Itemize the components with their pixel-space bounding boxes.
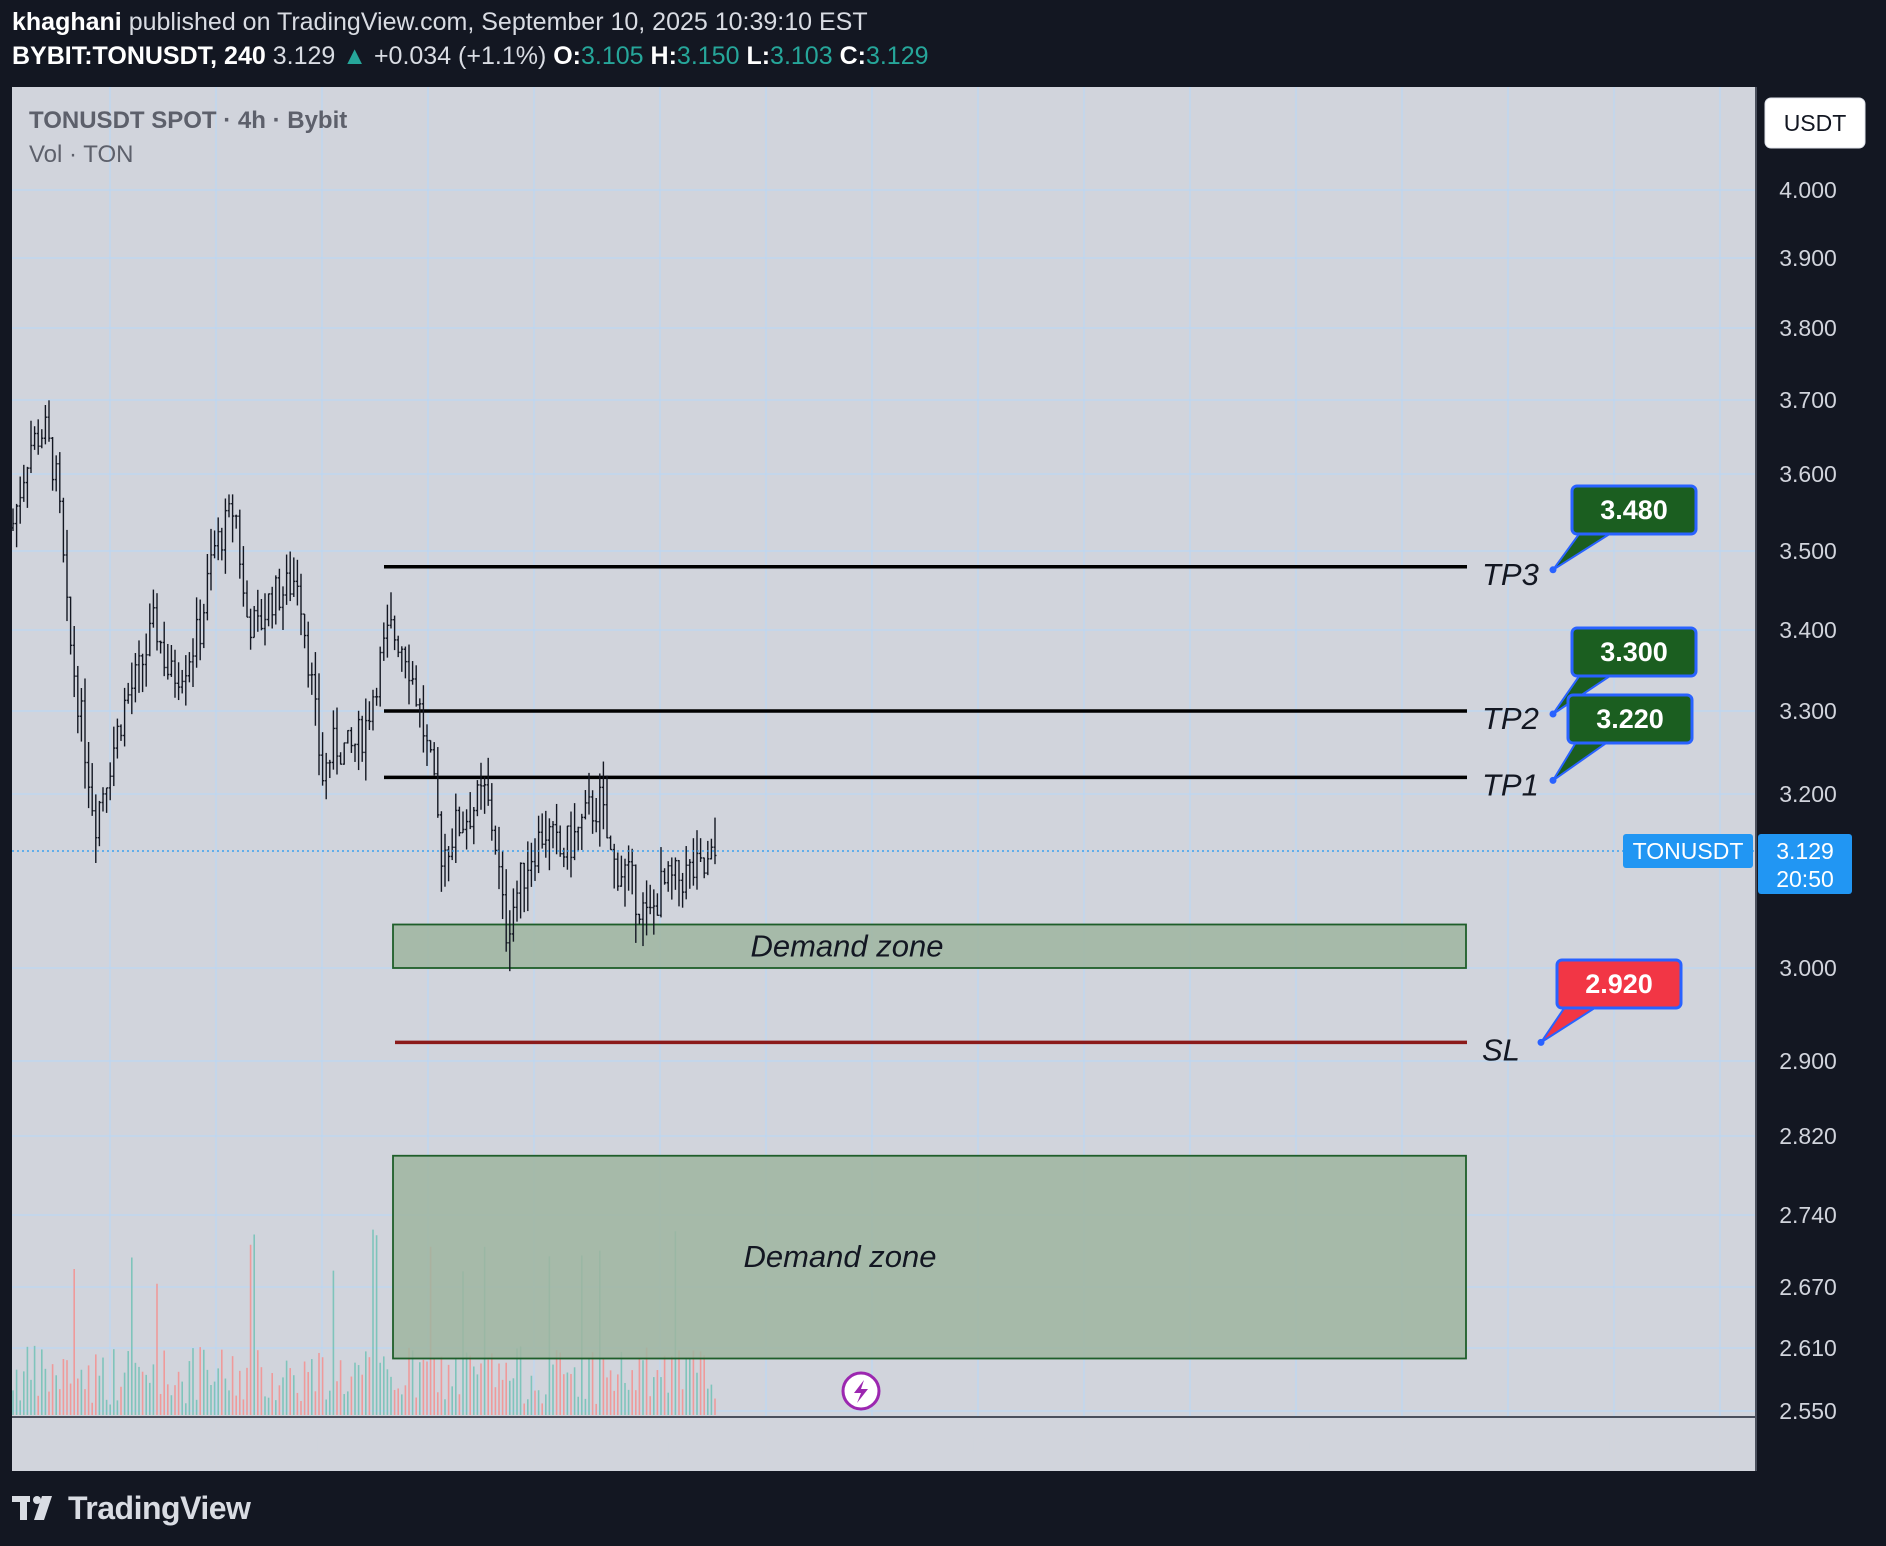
candles [11,400,717,972]
legend-volume: Vol · TON [29,141,133,168]
price-callout-label: 2.920 [1585,969,1653,999]
level-name-tp1: TP1 [1482,767,1539,802]
ohlc-bar: BYBIT:TONUSDT, 240 3.129 ▲ +0.034 (+1.1%… [12,42,929,71]
price-callout-box [1570,484,1698,536]
time-tick-label: 16 [1601,1432,1627,1458]
time-tick-label: 21 [415,1432,441,1458]
price-tag-symbol: TONUSDT [1633,838,1744,864]
high-value: 3.150 [676,42,740,70]
lightning-icon[interactable] [841,1371,881,1411]
price-tick-label: 2.550 [1779,1398,1837,1424]
price-callout-label: 3.480 [1600,495,1668,525]
symbol-interval: BYBIT:TONUSDT, 240 [12,42,266,70]
time-tick-label: 11 [1496,1432,1520,1458]
last-price: 3.129 [272,42,336,70]
price-tick-label: 3.700 [1779,387,1837,413]
callout-anchor [1537,1038,1545,1046]
price-tag-price: 3.129 [1776,838,1834,864]
trade-levels: TP3 3.480 TP2 3.300 TP1 3.220 SL 2.920 [384,484,1698,1067]
high-label: H: [650,42,677,70]
time-tick-label: 16 [965,1432,991,1458]
level-name-tp2: TP2 [1482,701,1539,736]
demand-zone-label: Demand zone [750,928,943,963]
callout-anchor [1549,710,1557,718]
price-tick-label: 3.500 [1779,538,1837,564]
price-tick-label: 3.900 [1779,245,1837,271]
price-tick-label: 4.000 [1779,177,1837,203]
publish-text: published on TradingView.com, September … [128,8,868,36]
price-tick-label: 3.600 [1779,461,1837,487]
price-tick-label: 3.000 [1779,955,1837,981]
price-tick-label: 3.800 [1779,315,1837,341]
time-tick-label: 21 [1707,1432,1733,1458]
callout-anchor [1549,776,1557,784]
legend-title: TONUSDT SPOT · 4h · Bybit [29,107,347,134]
time-tick-label: Oct [1277,1432,1316,1458]
author-name: khaghani [12,8,122,36]
currency-label: USDT [1784,110,1847,136]
price-tick-label: 2.610 [1779,1335,1837,1361]
tradingview-logo[interactable]: TradingView [12,1490,251,1527]
price-tick-label: 2.820 [1779,1123,1837,1149]
price-tag: TONUSDT 3.129 20:50 [1623,834,1852,894]
low-value: 3.103 [770,42,833,70]
time-tick-label: 11 [860,1432,884,1458]
up-arrow-icon: ▲ [342,42,367,70]
time-tick-label: 26 [521,1432,547,1458]
open-value: 3.105 [581,42,644,70]
close-label: C: [839,42,866,70]
price-tag-countdown: 20:50 [1776,866,1834,892]
price-axis[interactable]: 4.000 3.900 3.800 3.700 3.600 3.500 3.400 3.300… [1779,177,1837,1424]
close-value: 3.129 [865,42,929,70]
price-callout-box [1570,626,1698,678]
tv-logo-icon [12,1495,60,1522]
price-callout-label: 3.220 [1596,704,1664,734]
price-change: +0.034 (+1.1%) [373,42,547,70]
open-label: O: [553,42,582,70]
demand-zone-label: Demand zone [743,1239,936,1274]
price-tick-label: 3.400 [1779,617,1837,643]
level-name-tp3: TP3 [1482,557,1539,592]
callout-anchor [1549,566,1557,574]
price-tick-label: 2.670 [1779,1274,1837,1300]
volume-bars [12,1229,716,1415]
time-axis[interactable]: 6 11 16 21 26 Sep 6 11 16 21 26 Oct 6 11 16 21 [104,1432,1733,1458]
currency-button[interactable]: USDT [1764,97,1866,149]
time-tick-label: 6 [104,1432,117,1458]
price-callout-box [1555,958,1683,1010]
price-tick-label: 3.200 [1779,781,1837,807]
price-callout-box [1566,693,1694,745]
demand-zones: Demand zone Demand zone [392,923,1467,1360]
time-tick-label: 21 [1071,1432,1097,1458]
low-label: L: [746,42,771,70]
price-tick-label: 2.740 [1779,1202,1837,1228]
demand-zone-box [392,923,1467,969]
time-tick-label: 26 [1177,1432,1203,1458]
price-tick-label: 2.900 [1779,1048,1837,1074]
price-tick-label: 3.300 [1779,698,1837,724]
time-tick-label: 11 [204,1432,228,1458]
time-tick-label: Sep [639,1432,681,1458]
time-tick-label: 6 [1396,1432,1409,1458]
level-name-sl: SL [1482,1032,1520,1067]
price-callout-label: 3.300 [1600,637,1668,667]
time-tick-label: 16 [309,1432,335,1458]
publish-info: khaghani published on TradingView.com, S… [12,8,868,37]
demand-zone-box [392,1154,1467,1360]
brand-name: TradingView [68,1490,251,1526]
time-tick-label: 6 [760,1432,773,1458]
